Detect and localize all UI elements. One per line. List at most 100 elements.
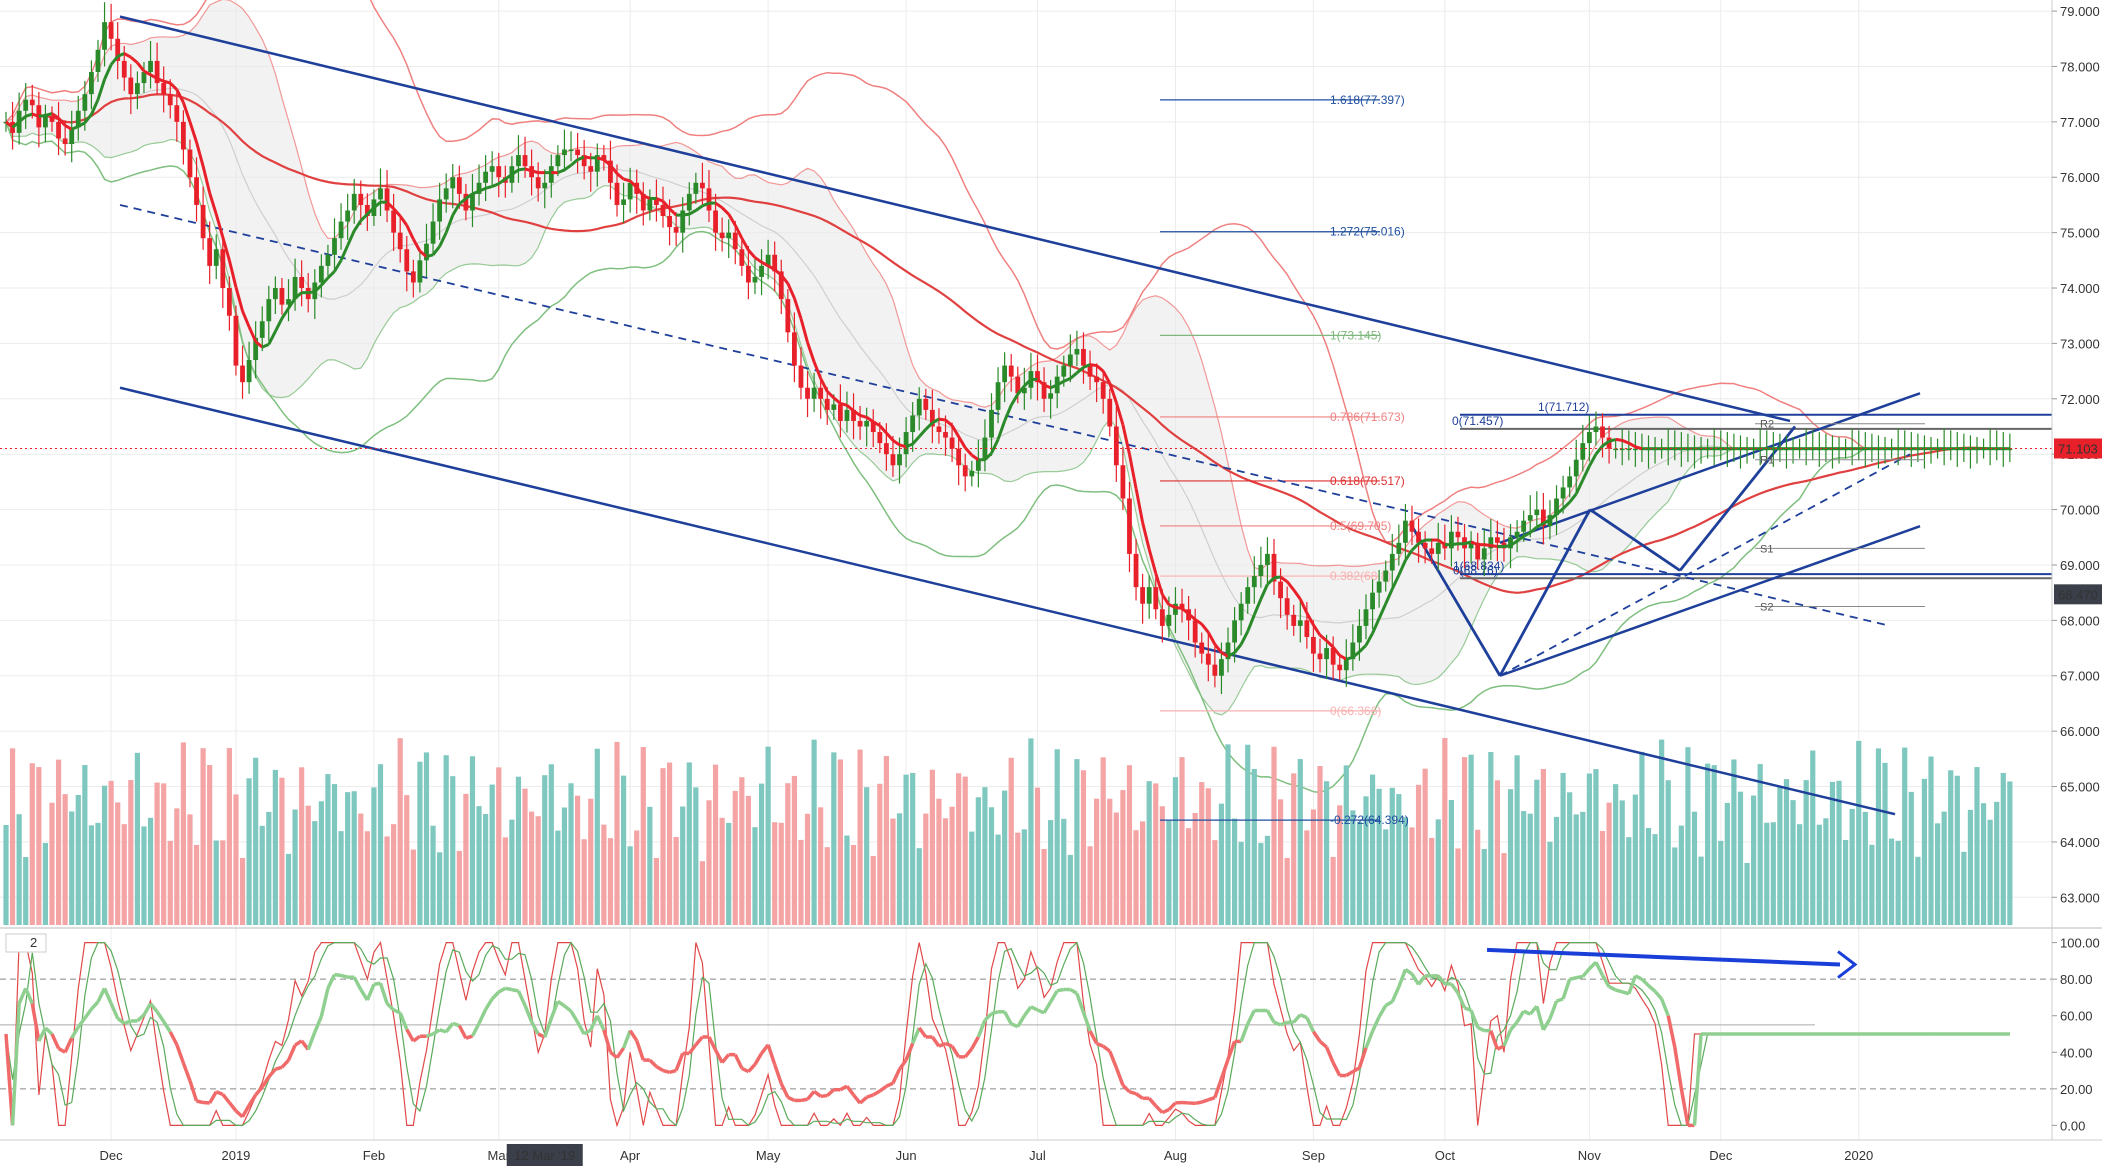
short-moving-average	[806, 342, 816, 363]
rsi-line	[168, 1031, 179, 1046]
candle-body	[1271, 553, 1277, 582]
rsi-line	[773, 1063, 783, 1085]
volume-bar	[910, 772, 916, 925]
candle-body	[1580, 443, 1586, 460]
volume-bar	[1297, 759, 1303, 925]
indicator-tag	[5, 933, 47, 953]
volume-bar	[1553, 816, 1560, 925]
volume-bar	[601, 824, 607, 925]
short-moving-average	[326, 270, 336, 279]
short-moving-average	[1233, 643, 1243, 654]
short-moving-average	[859, 413, 868, 419]
rsi-line	[589, 1014, 599, 1031]
short-moving-average	[1351, 650, 1361, 659]
short-moving-average	[1220, 651, 1229, 658]
candle-body	[233, 315, 239, 366]
volume-bar	[1402, 817, 1409, 925]
volume-bar	[266, 811, 272, 925]
rsi-line	[741, 1066, 750, 1074]
short-moving-average	[1588, 453, 1598, 467]
candle-body	[1127, 498, 1132, 554]
short-moving-average	[1141, 522, 1151, 550]
volume-bar	[1488, 752, 1494, 925]
rsi-line	[149, 1002, 159, 1013]
candle-body	[1494, 537, 1500, 543]
volume-bar	[62, 794, 68, 925]
candle-body	[1455, 531, 1461, 538]
short-moving-average	[629, 179, 638, 189]
volume-bar	[430, 825, 436, 925]
fib2-level-label: 1(71.712)	[1538, 400, 1589, 414]
short-moving-average	[1069, 371, 1078, 380]
candle-body	[1317, 653, 1323, 660]
volume-bar	[614, 741, 620, 925]
rsi-line	[1121, 1084, 1131, 1094]
candle-body	[1245, 587, 1251, 604]
candle-body	[128, 77, 134, 95]
short-moving-average	[247, 326, 258, 343]
volume-bar	[1461, 757, 1468, 925]
rsi-line	[1673, 1046, 1684, 1090]
short-moving-average	[280, 307, 290, 320]
rsi-line	[1311, 1030, 1322, 1043]
candle-body	[792, 332, 797, 366]
volume-bar	[1054, 749, 1060, 925]
time-tick-label: Aug	[1164, 1148, 1187, 1163]
rsi-line	[123, 1019, 132, 1026]
rsi-line	[83, 1008, 93, 1020]
rsi-line	[687, 1043, 698, 1055]
volume-bar	[1606, 802, 1612, 925]
price-tick-label: 70.000	[2060, 503, 2100, 518]
candle-body	[614, 182, 620, 205]
rsi-line	[365, 983, 376, 1001]
rsi-line	[747, 1063, 757, 1073]
rsi-line	[432, 1028, 441, 1036]
volume-bar	[1330, 856, 1336, 925]
short-moving-average	[1397, 559, 1407, 576]
volume-bar	[1757, 764, 1763, 925]
volume-bar	[1652, 834, 1658, 925]
rsi-line	[1226, 1040, 1237, 1060]
rsi-line	[1265, 1009, 1276, 1024]
volume-bar	[988, 807, 995, 925]
pivot-levels: R2 R1 S1 S2	[0, 419, 2052, 614]
candle-body	[1586, 432, 1592, 444]
rsi-line	[497, 986, 507, 994]
candle-body	[1475, 542, 1481, 560]
volume-bar	[607, 838, 614, 925]
short-moving-average	[1246, 614, 1256, 632]
candle-body	[759, 265, 764, 277]
candle-body	[384, 188, 390, 211]
candle-body	[1600, 426, 1605, 438]
volume-bar	[1172, 777, 1179, 925]
volume-bar	[588, 798, 594, 925]
rsi-line	[1088, 1030, 1099, 1045]
channel-upper-line	[119, 15, 1791, 423]
time-tick-label: Mar	[488, 1148, 511, 1163]
short-moving-average	[1266, 576, 1276, 586]
price-tick-label: 64.000	[2060, 835, 2100, 850]
candle-body	[1619, 448, 1625, 451]
candle-body	[1008, 365, 1014, 377]
candle-body	[555, 155, 561, 167]
candle-body	[1173, 603, 1178, 615]
candle-body	[364, 204, 370, 217]
candle-body	[995, 382, 1001, 410]
candle-body	[548, 166, 554, 183]
volume-bar	[1698, 856, 1704, 925]
rsi-line	[911, 1027, 921, 1045]
candle-body	[732, 232, 738, 250]
rsi-line	[208, 1090, 218, 1104]
short-moving-average	[1608, 437, 1617, 443]
candle-body	[1626, 448, 1632, 451]
candle-body	[844, 409, 850, 421]
price-tick-label: 66.000	[2060, 724, 2100, 739]
rsi-line	[44, 1026, 54, 1036]
rsi-line	[385, 1002, 395, 1012]
candle-body	[1422, 542, 1428, 549]
short-moving-average	[1285, 580, 1295, 591]
short-moving-average	[721, 206, 730, 216]
short-moving-average	[1325, 639, 1335, 649]
short-moving-average	[287, 297, 297, 310]
